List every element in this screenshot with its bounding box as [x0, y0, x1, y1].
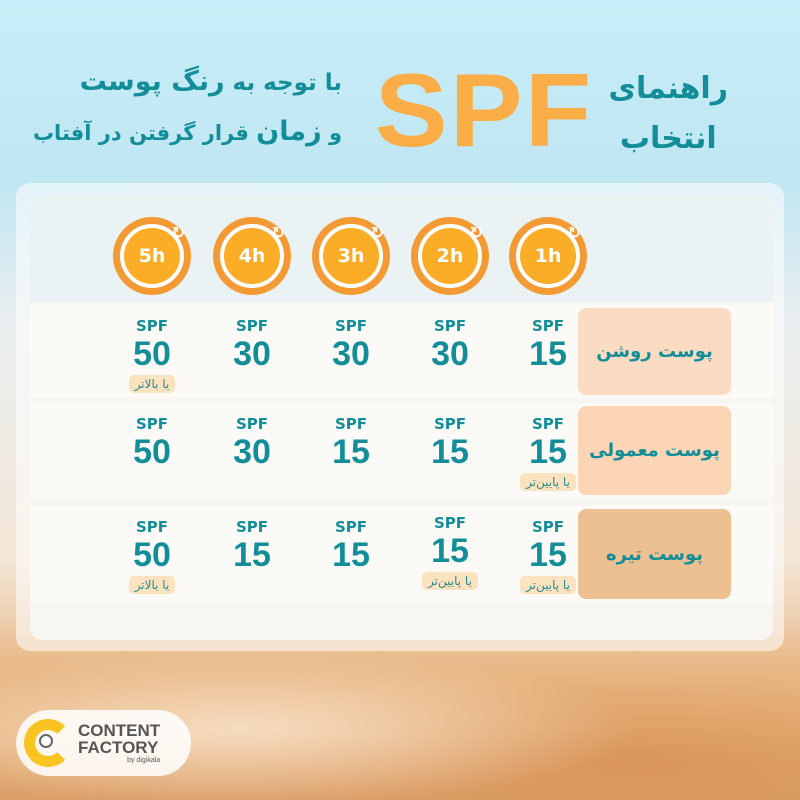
arrow-icon: ↻ — [171, 223, 185, 242]
table-row: پوست روشن SPF 15 SPF 30 SPF 30 SPF 30 SPF 50 یا بال… — [30, 305, 773, 398]
table-row: پوست معمولی SPF 15 یا پایین‌تر SPF 15 SPF 15 SPF… — [30, 403, 773, 498]
note-badge: یا پایین‌تر — [520, 473, 576, 491]
skin-type-label: پوست تیره — [578, 509, 731, 599]
hour-label: 5h — [138, 245, 166, 267]
spf-value: 15 — [332, 536, 370, 574]
spf-value: 30 — [431, 335, 469, 373]
spf-value: 15 — [431, 433, 469, 471]
guide-title: راهنمای انتخاب — [608, 71, 728, 156]
spf-table: 1h ↻ 2h ↻ 3h ↻ 4h ↻ 5h ↻ پوست روشن SPF 15 SPF 30 SPF 30… — [30, 195, 773, 640]
logo-mark-icon — [24, 719, 72, 767]
spf-value: 15 — [332, 433, 370, 471]
clock-3h-icon: 3h ↻ — [312, 217, 390, 295]
table-row: پوست تیره SPF 15 یا پایین‌تر SPF 15 یا پایین‌ت… — [30, 506, 773, 602]
subtitle-line-1: با توجه به رنگ پوست — [79, 66, 342, 97]
spf-label: SPF — [135, 317, 169, 335]
spf-label: SPF — [433, 415, 467, 433]
spf-cell: SPF 50 — [107, 415, 197, 471]
spf-label: SPF — [334, 415, 368, 433]
spf-label: SPF — [235, 518, 269, 536]
spf-cell: SPF 15 — [306, 415, 396, 471]
spf-value: 15 — [529, 335, 567, 373]
spf-title: SPF — [374, 53, 594, 169]
spf-cell: SPF 15 یا پایین‌تر — [503, 415, 593, 491]
clock-1h-icon: 1h ↻ — [509, 217, 587, 295]
spf-cell: SPF 30 — [207, 415, 297, 471]
spf-label: SPF — [235, 317, 269, 335]
spf-value: 15 — [233, 536, 271, 574]
spf-label: SPF — [235, 415, 269, 433]
arrow-icon: ↻ — [370, 223, 384, 242]
clock-2h-icon: 2h ↻ — [411, 217, 489, 295]
spf-cell: SPF 50 یا بالاتر — [107, 518, 197, 594]
spf-value: 50 — [133, 433, 171, 471]
spf-value: 15 — [529, 433, 567, 471]
spf-value: 30 — [332, 335, 370, 373]
spf-label: SPF — [531, 415, 565, 433]
spf-cell: SPF 15 یا پایین‌تر — [405, 514, 495, 590]
logo-line2: FACTORY — [78, 737, 159, 757]
spf-cell: SPF 15 — [306, 518, 396, 574]
spf-cell: SPF 30 — [405, 317, 495, 373]
spf-cell: SPF 15 یا پایین‌تر — [503, 518, 593, 594]
spf-label: SPF — [135, 415, 169, 433]
skin-type-label: پوست روشن — [578, 308, 731, 395]
hour-label: 3h — [337, 245, 365, 267]
hour-label: 4h — [238, 245, 266, 267]
spf-label: SPF — [334, 317, 368, 335]
spf-value: 15 — [431, 532, 469, 570]
spf-value: 30 — [233, 433, 271, 471]
spf-label: SPF — [135, 518, 169, 536]
arrow-icon: ↻ — [567, 223, 581, 242]
note-badge: یا پایین‌تر — [520, 576, 576, 594]
hour-label: 1h — [534, 245, 562, 267]
spf-value: 15 — [529, 536, 567, 574]
hours-header-row: 1h ↻ 2h ↻ 3h ↻ 4h ↻ 5h ↻ — [30, 195, 773, 302]
spf-label: SPF — [433, 514, 467, 532]
spf-label: SPF — [531, 518, 565, 536]
note-badge: یا بالاتر — [128, 375, 176, 393]
skin-type-label: پوست معمولی — [578, 406, 731, 495]
spf-value: 50 — [133, 536, 171, 574]
subtitle-line-2: و زمان قرار گرفتن در آفتاب — [32, 116, 342, 147]
clock-5h-icon: 5h ↻ — [113, 217, 191, 295]
spf-value: 50 — [133, 335, 171, 373]
spf-cell: SPF 15 — [503, 317, 593, 373]
spf-cell: SPF 30 — [306, 317, 396, 373]
content-factory-logo: CONTENT FACTORY by digikala — [16, 710, 191, 776]
spf-label: SPF — [334, 518, 368, 536]
logo-by: by digikala — [127, 756, 161, 764]
spf-label: SPF — [531, 317, 565, 335]
hour-label: 2h — [436, 245, 464, 267]
note-badge: یا پایین‌تر — [422, 572, 478, 590]
spf-value: 30 — [233, 335, 271, 373]
logo-line1: CONTENT — [78, 720, 161, 740]
spf-cell: SPF 50 یا بالاتر — [107, 317, 197, 393]
spf-label: SPF — [433, 317, 467, 335]
arrow-icon: ↻ — [469, 223, 483, 242]
note-badge: یا بالاتر — [128, 576, 176, 594]
spf-cell: SPF 15 — [405, 415, 495, 471]
spf-cell: SPF 15 — [207, 518, 297, 574]
clock-4h-icon: 4h ↻ — [213, 217, 291, 295]
arrow-icon: ↻ — [271, 223, 285, 242]
spf-cell: SPF 30 — [207, 317, 297, 373]
